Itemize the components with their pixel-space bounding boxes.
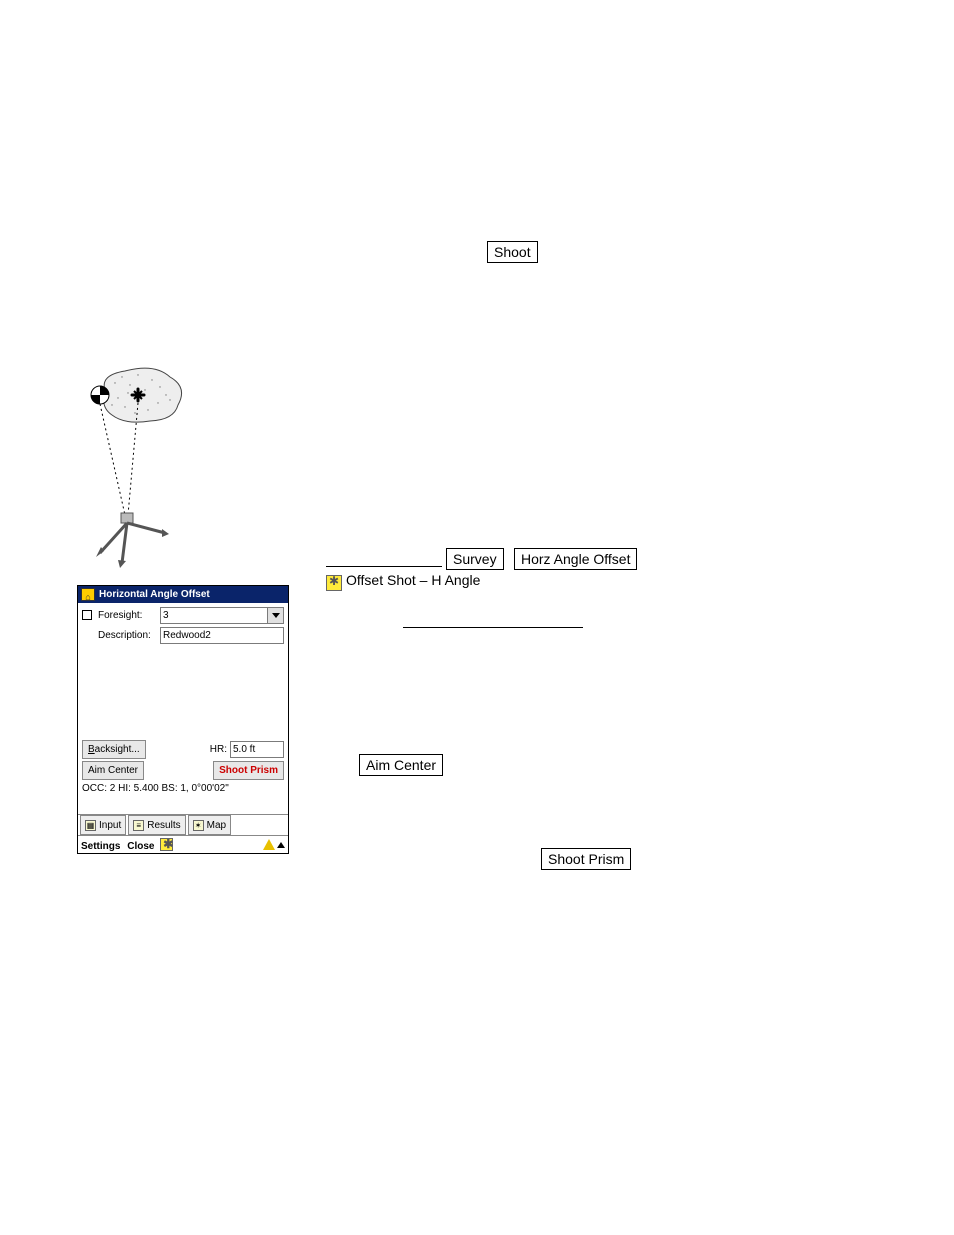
dialog-title: Horizontal Angle Offset (99, 586, 210, 603)
star-icon (326, 575, 342, 591)
shoot-button[interactable]: Shoot (487, 241, 538, 263)
dlg-aim-center-button[interactable]: Aim Center (82, 761, 144, 780)
map-tab-icon: ✶ (193, 820, 204, 831)
collapse-up-icon[interactable] (277, 842, 285, 848)
status-line: OCC: 2 HI: 5.400 BS: 1, 0°00'02" (82, 782, 284, 798)
tab-map-label: Map (207, 820, 226, 831)
aim-shoot-row: Aim Center Shoot Prism (82, 761, 284, 780)
description-input[interactable] (160, 627, 284, 644)
underline-decoration-2 (403, 627, 583, 628)
offset-illustration (70, 365, 220, 565)
pin-icon[interactable] (82, 610, 92, 620)
backsight-row: Backsight... HR: (82, 740, 284, 759)
dialog-spacer (82, 646, 284, 740)
aim-center-button[interactable]: Aim Center (359, 754, 443, 776)
foresight-dropdown-icon[interactable] (268, 607, 284, 624)
offset-shot-menu-path: Offset Shot – H Angle (346, 572, 480, 588)
foresight-row: Foresight: (82, 606, 284, 624)
footer-close[interactable]: Close (127, 841, 154, 852)
horizontal-angle-offset-dialog: ⌂ Horizontal Angle Offset Foresight: Des… (77, 585, 289, 854)
foresight-label: Foresight: (98, 610, 160, 621)
survey-button[interactable]: Survey (446, 548, 504, 570)
hr-label: HR: (210, 744, 227, 755)
dialog-footer: Settings Close (78, 836, 288, 853)
backsight-accel: B (88, 742, 95, 757)
tab-input[interactable]: ▦ Input (80, 815, 126, 835)
horz-angle-offset-button[interactable]: Horz Angle Offset (514, 548, 637, 570)
foresight-input[interactable] (160, 607, 268, 624)
dialog-tabs: ▦ Input ≡ Results ✶ Map (78, 814, 288, 836)
results-tab-icon: ≡ (133, 820, 144, 831)
input-tab-icon: ▦ (85, 820, 96, 831)
underline-decoration (326, 566, 442, 567)
description-row: Description: (82, 626, 284, 644)
shoot-prism-button[interactable]: Shoot Prism (541, 848, 631, 870)
footer-star-icon[interactable] (160, 838, 173, 851)
dialog-app-icon: ⌂ (81, 588, 95, 601)
footer-settings[interactable]: Settings (81, 841, 120, 852)
description-label: Description: (98, 630, 160, 641)
backsight-button[interactable]: Backsight... (82, 740, 146, 759)
tab-results[interactable]: ≡ Results (128, 815, 185, 835)
hr-input[interactable] (230, 741, 284, 758)
tab-results-label: Results (147, 820, 180, 831)
dlg-shoot-prism-button[interactable]: Shoot Prism (213, 761, 284, 780)
warning-icon[interactable] (263, 839, 275, 850)
dialog-titlebar: ⌂ Horizontal Angle Offset (78, 586, 288, 603)
tab-input-label: Input (99, 820, 121, 831)
tab-map[interactable]: ✶ Map (188, 815, 231, 835)
